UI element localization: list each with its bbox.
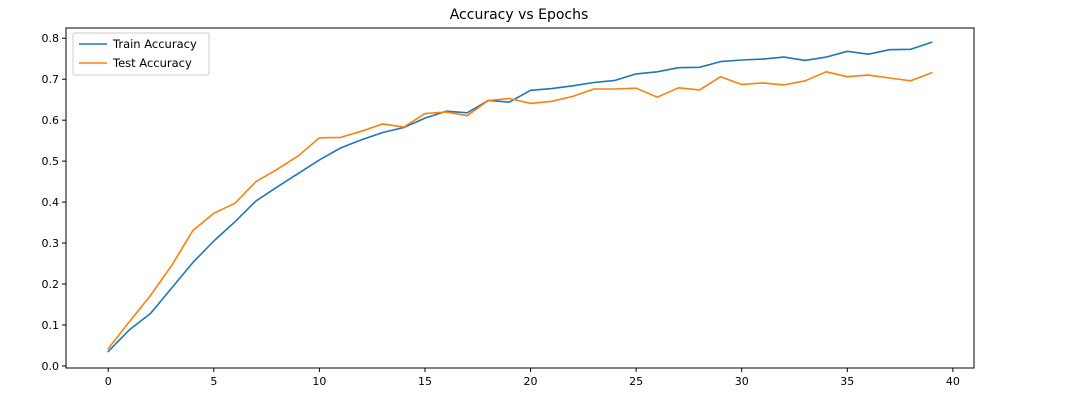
plot-frame	[65, 27, 975, 369]
x-tick-label: 5	[210, 375, 217, 388]
legend-label: Train Accuracy	[112, 37, 197, 51]
legend-label: Test Accuracy	[112, 56, 192, 70]
plot-area	[107, 41, 933, 353]
y-tick-label: 0.8	[42, 32, 60, 45]
x-tick-label: 20	[524, 375, 538, 388]
x-tick-label: 10	[312, 375, 326, 388]
x-tick-label: 40	[946, 375, 960, 388]
x-tick-label: 30	[735, 375, 749, 388]
y-tick-label: 0.7	[42, 73, 60, 86]
x-tick-label: 25	[629, 375, 643, 388]
legend: Train Accuracy Test Accuracy	[72, 32, 210, 76]
y-tick-label: 0.0	[42, 360, 60, 373]
y-tick-label: 0.3	[42, 237, 60, 250]
y-tick-label: 0.2	[42, 278, 60, 291]
x-tick-label: 15	[418, 375, 432, 388]
y-tick-label: 0.4	[42, 196, 60, 209]
y-tick-label: 0.5	[42, 155, 60, 168]
y-tick-label: 0.6	[42, 114, 60, 127]
y-tick-label: 0.1	[42, 319, 60, 332]
series-line-train-accuracy	[107, 41, 933, 353]
axes: 0 5 10 15 20 25 30 35 40 0.0 0.1 0.2 0.3 0.4 0.5 0.6 0.7…	[42, 32, 960, 388]
chart-title: Accuracy vs Epochs	[450, 7, 589, 23]
series-line-test-accuracy	[107, 71, 933, 350]
x-tick-label: 0	[105, 375, 112, 388]
x-tick-label: 35	[840, 375, 854, 388]
